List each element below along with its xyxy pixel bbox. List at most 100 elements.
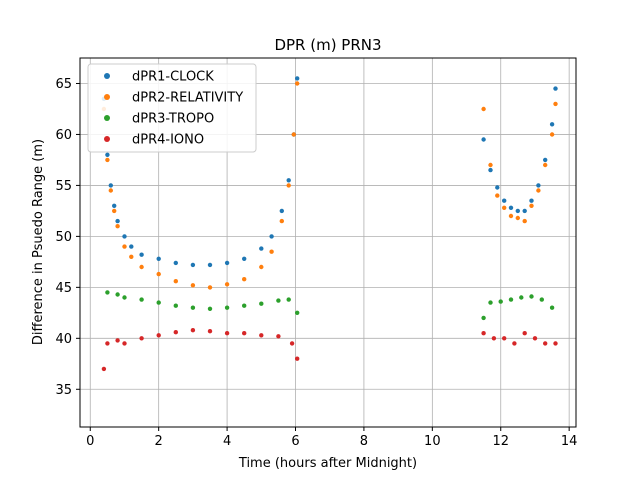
data-point <box>108 188 114 193</box>
data-point <box>529 203 534 208</box>
data-point <box>295 76 300 81</box>
data-point <box>242 256 247 261</box>
legend-label-dpr4: dPR4-IONO <box>132 133 204 148</box>
legend: dPR1-CLOCK dPR2-RELATIVITY dPR3-TROPO dP… <box>87 63 257 153</box>
data-point <box>190 262 196 268</box>
data-point <box>522 218 527 224</box>
x-tick-label: 4 <box>223 434 231 449</box>
data-point <box>259 264 264 270</box>
data-point <box>502 205 507 210</box>
series-3 <box>105 290 555 321</box>
legend-label-dpr3: dPR3-TROPO <box>132 112 214 127</box>
legend-box <box>87 63 257 153</box>
data-point <box>190 328 196 333</box>
data-point <box>173 303 178 308</box>
data-point <box>508 213 514 219</box>
data-point <box>115 292 120 297</box>
data-point <box>549 122 555 127</box>
data-point <box>481 331 486 336</box>
data-point <box>488 167 493 173</box>
data-point <box>522 331 527 336</box>
axis-ticks: 0 2 4 6 8 10 12 14 35 40 45 50 55 60 65 <box>55 77 577 449</box>
data-point <box>515 215 520 221</box>
y-tick-label: 60 <box>55 128 72 143</box>
data-point <box>156 333 161 338</box>
data-point <box>122 234 127 239</box>
data-point <box>259 246 264 251</box>
data-point <box>122 341 127 346</box>
data-point <box>190 305 196 310</box>
data-point <box>156 256 161 261</box>
data-point <box>502 336 507 341</box>
data-point <box>295 356 300 361</box>
data-point <box>122 244 127 249</box>
legend-marker-dpr1 <box>104 73 110 79</box>
data-point <box>259 301 264 306</box>
legend-label-dpr1: dPR1-CLOCK <box>132 70 214 85</box>
x-tick-label: 8 <box>360 434 368 449</box>
data-point <box>286 297 291 302</box>
data-point <box>549 132 555 137</box>
x-tick-label: 0 <box>86 434 94 449</box>
series-4 <box>101 328 558 372</box>
legend-label-dpr2: dPR2-RELATIVITY <box>132 91 243 106</box>
data-point <box>269 234 274 239</box>
plot-frame <box>79 57 577 428</box>
data-point <box>543 341 548 346</box>
data-point <box>289 341 295 346</box>
x-axis-title: Time (hours after Midnight) <box>238 456 417 471</box>
x-tick-label: 12 <box>492 434 509 449</box>
data-point <box>139 264 144 270</box>
data-point <box>515 208 520 214</box>
data-point <box>295 81 300 86</box>
data-point <box>207 262 213 268</box>
legend-marker-dpr3 <box>104 115 110 121</box>
x-tick-label: 10 <box>424 434 441 449</box>
data-point <box>488 300 493 305</box>
data-point <box>508 205 514 210</box>
data-point <box>207 329 213 334</box>
data-point <box>224 331 230 336</box>
data-point <box>242 331 247 336</box>
data-point <box>105 157 110 163</box>
data-point <box>224 260 230 266</box>
series-1 <box>101 76 558 268</box>
x-tick-label: 14 <box>561 434 578 449</box>
data-point <box>269 249 274 254</box>
y-tick-label: 55 <box>55 179 72 194</box>
legend-marker-dpr4 <box>104 136 110 142</box>
data-point <box>105 152 110 157</box>
data-point <box>522 208 527 214</box>
data-point <box>115 218 120 224</box>
series-2 <box>101 81 558 290</box>
data-point <box>481 315 486 321</box>
y-axis-title: Difference in Psuedo Range (m) <box>31 139 46 345</box>
data-point <box>279 218 284 224</box>
data-point <box>173 279 178 284</box>
data-points <box>101 76 558 372</box>
data-point <box>495 185 500 190</box>
data-point <box>502 198 507 203</box>
data-point <box>543 157 548 163</box>
chart-title: DPR (m) PRN3 <box>274 36 381 54</box>
data-point <box>122 295 127 300</box>
data-point <box>553 101 558 107</box>
data-point <box>481 106 486 112</box>
data-point <box>156 271 161 277</box>
data-point <box>519 295 524 300</box>
data-point <box>242 277 247 282</box>
data-point <box>156 300 161 305</box>
data-point <box>115 224 120 229</box>
data-point <box>115 338 120 343</box>
data-point <box>286 183 291 188</box>
data-point <box>488 162 493 168</box>
data-point <box>207 306 213 311</box>
data-point <box>276 334 281 339</box>
data-point <box>512 341 517 346</box>
data-point <box>105 290 110 295</box>
legend-marker-dpr2 <box>104 94 110 100</box>
data-point <box>481 137 486 142</box>
data-point <box>129 244 134 249</box>
data-point <box>549 305 555 310</box>
data-point <box>139 297 144 302</box>
